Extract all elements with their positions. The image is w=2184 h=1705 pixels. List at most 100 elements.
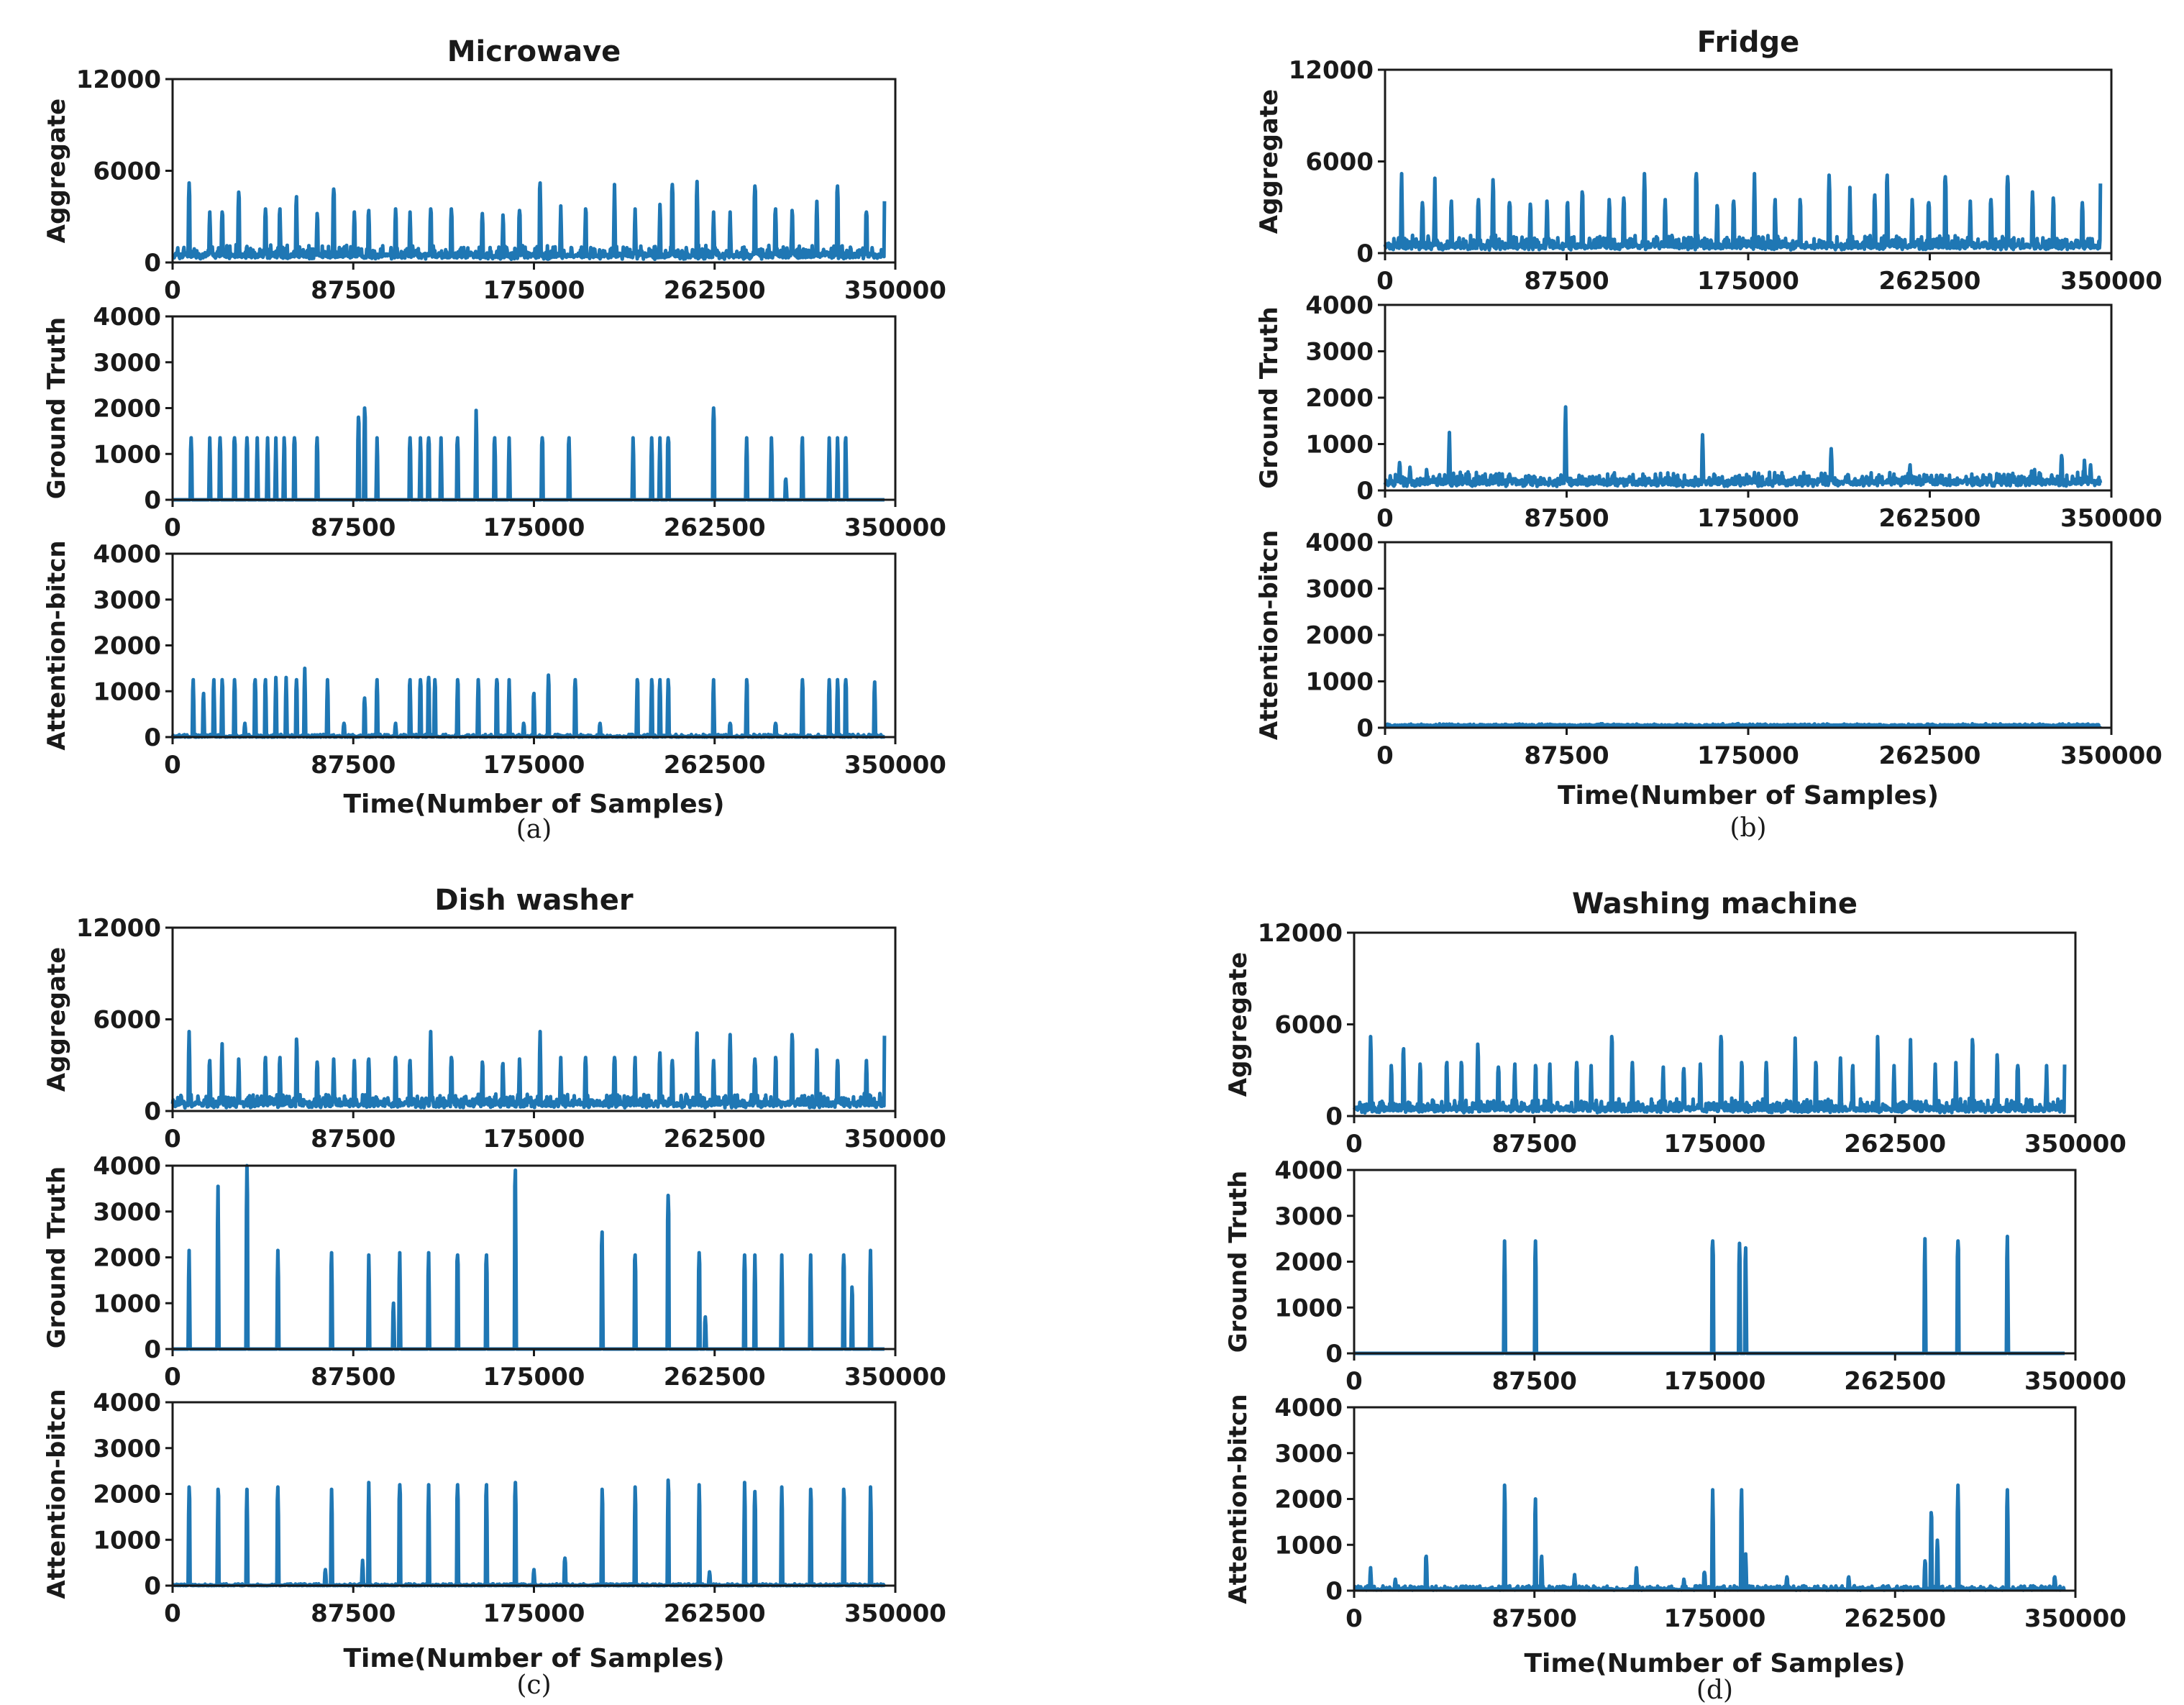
x-tick-label: 87500 [311,1363,396,1391]
chart-2: Fridge 0 6000 12000 0 87500 175000 262500 350000… [1255,26,2162,843]
x-tick-label: 175000 [1664,1367,1766,1396]
x-tick-label: 0 [164,1125,181,1153]
series-line [170,1030,887,1110]
x-tick-label: 0 [1376,267,1394,296]
series-line [1353,1483,2067,1592]
y-tick-label: 0 [1325,1577,1343,1606]
subplot-ground-truth: 0 1000 2000 3000 4000 0 87500 175000 262500 35000… [1224,1156,2126,1396]
y-axis-label: Aggregate [1224,952,1253,1097]
y-tick-label: 0 [144,1572,161,1601]
series-line [1353,1234,2066,1356]
x-tick-label: 87500 [1492,1604,1577,1633]
y-tick-label: 3000 [1305,575,1374,604]
x-tick-label: 175000 [483,1363,585,1391]
x-tick-label: 350000 [844,276,946,305]
x-tick-label: 262500 [1879,267,1981,296]
y-tick-label: 12000 [76,914,161,943]
x-tick-label: 262500 [664,1599,766,1628]
x-tick-label: 175000 [1697,741,1799,770]
subplot-attention-bitcn: 0 1000 2000 3000 4000 0 87500 175000 262500 35000… [42,540,946,780]
y-tick-label: 0 [144,1097,161,1126]
x-tick-label: 175000 [1697,504,1799,533]
y-tick-label: 12000 [1289,56,1374,85]
y-tick-label: 6000 [93,1006,161,1035]
x-tick-label: 0 [164,1363,181,1391]
x-tick-label: 262500 [664,513,766,542]
subfigure-caption: (b) [1730,813,1766,843]
series-line [171,406,886,502]
x-tick-label: 350000 [844,1363,946,1391]
x-tick-label: 262500 [1844,1604,1946,1633]
x-tick-label: 262500 [664,276,766,305]
y-tick-label: 4000 [93,1152,161,1181]
y-axis-label: Aggregate [1255,89,1284,234]
y-tick-label: 0 [1325,1102,1343,1131]
x-tick-label: 0 [1345,1130,1363,1158]
x-tick-label: 350000 [2024,1130,2126,1158]
x-tick-label: 87500 [311,1125,396,1153]
y-tick-label: 1000 [93,440,161,469]
x-tick-label: 262500 [1879,504,1981,533]
x-tick-label: 0 [1345,1367,1363,1396]
x-tick-label: 87500 [311,276,396,305]
x-tick-label: 350000 [844,1599,946,1628]
y-axis-label: Aggregate [42,947,71,1092]
x-tick-label: 262500 [1879,741,1981,770]
x-tick-label: 0 [1376,741,1394,770]
x-tick-label: 87500 [1492,1367,1577,1396]
y-tick-label: 0 [144,723,161,752]
y-axis-label: Attention-bitcn [42,540,71,750]
chart-1: Microwave 0 6000 12000 0 87500 175000 262500 350… [42,35,946,844]
subplot-ground-truth: 0 1000 2000 3000 4000 0 87500 175000 262500 35000… [1255,291,2162,533]
y-tick-label: 1000 [93,1289,161,1318]
x-axis-label: Time(Number of Samples) [1524,1649,1905,1678]
series-line [170,1478,887,1588]
x-tick-label: 262500 [664,751,766,780]
y-axis-label: Ground Truth [42,317,71,500]
y-tick-label: 0 [1356,239,1374,268]
x-tick-label: 175000 [483,1599,585,1628]
series-line [1383,405,2103,489]
subplot-ground-truth: 0 1000 2000 3000 4000 0 87500 175000 262500 35000… [42,1152,946,1391]
y-tick-label: 3000 [93,1198,161,1227]
y-tick-label: 4000 [93,303,161,332]
x-tick-label: 175000 [1697,267,1799,296]
y-tick-label: 1000 [1305,431,1374,460]
y-tick-label: 4000 [1274,1156,1343,1185]
x-tick-label: 350000 [844,1125,946,1153]
chart-title: Dish washer [434,884,633,917]
x-tick-label: 0 [1345,1604,1363,1633]
y-tick-label: 2000 [93,632,161,661]
x-tick-label: 350000 [2024,1367,2126,1396]
y-tick-label: 1000 [1274,1531,1343,1560]
x-tick-label: 350000 [2060,741,2162,770]
y-tick-label: 4000 [1305,529,1374,557]
x-tick-label: 350000 [2024,1604,2126,1633]
y-tick-label: 4000 [93,540,161,569]
y-tick-label: 3000 [93,349,161,378]
y-tick-label: 2000 [1305,384,1374,413]
y-tick-label: 1000 [93,677,161,706]
x-tick-label: 175000 [483,1125,585,1153]
subplot-ground-truth: 0 1000 2000 3000 4000 0 87500 175000 262500 35000… [42,303,946,542]
y-tick-label: 2000 [93,395,161,424]
y-tick-label: 1000 [1305,668,1374,697]
y-tick-label: 4000 [93,1389,161,1417]
x-axis-label: Time(Number of Samples) [343,790,724,819]
y-axis-label: Ground Truth [1255,306,1284,489]
x-tick-label: 0 [164,751,181,780]
x-tick-label: 0 [164,513,181,542]
x-tick-label: 262500 [664,1125,766,1153]
x-tick-label: 0 [1376,504,1394,533]
x-tick-label: 175000 [1664,1130,1766,1158]
y-tick-label: 0 [144,486,161,515]
y-tick-label: 2000 [1305,621,1374,650]
y-tick-label: 0 [144,249,161,278]
x-tick-label: 262500 [664,1363,766,1391]
axes-frame [171,1164,897,1350]
y-tick-label: 2000 [1274,1486,1343,1514]
subplot-aggregate: 0 6000 12000 0 87500 175000 262500 350000 Aggreg… [42,65,946,305]
subplot-aggregate: 0 6000 12000 0 87500 175000 262500 350000 Aggreg… [1224,919,2126,1158]
subfigure-caption: (a) [516,815,552,844]
subplot-attention-bitcn: 0 1000 2000 3000 4000 0 87500 175000 262500 35000… [42,1389,946,1628]
